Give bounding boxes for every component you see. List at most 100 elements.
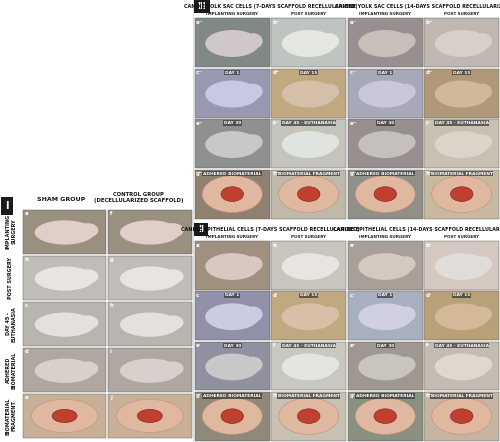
Bar (23, 210, 106, 254)
Text: DAY 15: DAY 15 (300, 293, 318, 297)
Ellipse shape (320, 357, 339, 372)
Ellipse shape (244, 33, 262, 49)
Ellipse shape (244, 84, 262, 99)
Text: DAY 45 -
EUTHANASIA: DAY 45 - EUTHANASIA (6, 306, 16, 342)
Ellipse shape (163, 362, 184, 376)
Text: IMPLANTING SURGERY: IMPLANTING SURGERY (359, 235, 411, 239)
Text: gᴵ: gᴵ (196, 393, 201, 398)
Text: fᴵ: fᴵ (273, 343, 276, 348)
Ellipse shape (163, 316, 184, 329)
Text: dᴵ: dᴵ (273, 293, 278, 298)
Text: DAY 30: DAY 30 (376, 121, 394, 125)
Text: c: c (24, 303, 28, 308)
Ellipse shape (116, 400, 183, 432)
Ellipse shape (206, 30, 259, 57)
Text: BIOMATERIAL
FRAGMENT: BIOMATERIAL FRAGMENT (6, 397, 16, 434)
Text: POST SURGERY: POST SURGERY (8, 257, 14, 299)
Bar (424, 342, 499, 390)
Ellipse shape (32, 400, 98, 432)
Ellipse shape (432, 176, 492, 213)
Text: POST SURGERY: POST SURGERY (444, 235, 480, 239)
Ellipse shape (282, 80, 336, 107)
Ellipse shape (435, 354, 489, 380)
Bar (271, 241, 346, 290)
Ellipse shape (397, 357, 415, 372)
Ellipse shape (221, 409, 244, 423)
Bar (348, 69, 423, 118)
Text: II: II (198, 225, 204, 234)
Ellipse shape (450, 187, 473, 202)
Bar (424, 170, 499, 219)
Ellipse shape (282, 253, 336, 280)
Text: ADHERED
BIOMATERIAL: ADHERED BIOMATERIAL (6, 351, 16, 389)
Bar (348, 392, 423, 441)
Ellipse shape (474, 33, 492, 49)
Text: bᴵᴵ: bᴵᴵ (426, 243, 432, 248)
Bar (194, 0, 210, 13)
Ellipse shape (432, 398, 492, 434)
Text: j: j (110, 396, 112, 400)
Text: SHAM GROUP: SHAM GROUP (38, 197, 86, 202)
Ellipse shape (397, 306, 415, 322)
Ellipse shape (320, 256, 339, 272)
Bar (271, 170, 346, 219)
Bar (23, 255, 106, 300)
Text: f: f (110, 211, 112, 216)
Ellipse shape (221, 187, 244, 202)
Text: e: e (24, 396, 28, 400)
Text: DAY 45 - EUTHANASIA: DAY 45 - EUTHANASIA (435, 343, 489, 347)
Bar (348, 291, 423, 340)
Bar (424, 18, 499, 67)
Bar (195, 170, 270, 219)
Text: I: I (5, 201, 9, 210)
Text: dᴵᴵ: dᴵᴵ (426, 293, 432, 298)
Ellipse shape (474, 134, 492, 150)
Ellipse shape (34, 267, 94, 291)
Bar (195, 342, 270, 390)
Ellipse shape (450, 409, 473, 423)
Text: hᴵᴵ: hᴵᴵ (426, 393, 432, 398)
Ellipse shape (320, 84, 339, 99)
Ellipse shape (120, 220, 180, 244)
Ellipse shape (206, 80, 259, 107)
Bar (1, 197, 13, 214)
Text: DAY 1: DAY 1 (225, 293, 240, 297)
Bar (424, 241, 499, 290)
Ellipse shape (282, 30, 336, 57)
Text: g: g (110, 257, 114, 262)
Text: DAY 1: DAY 1 (378, 293, 392, 297)
Text: ADHERED BIOMATERIAL: ADHERED BIOMATERIAL (203, 171, 262, 175)
Ellipse shape (120, 358, 180, 383)
Text: CANINE EPITHELIAL CELLS (14-DAYS SCAFFOLD RECELLULARIZED): CANINE EPITHELIAL CELLS (14-DAYS SCAFFOL… (332, 227, 500, 232)
Text: POST SURGERY: POST SURGERY (444, 12, 480, 16)
Text: aᴵᴵᴵ: aᴵᴵᴵ (196, 19, 203, 24)
Ellipse shape (279, 176, 339, 213)
Ellipse shape (435, 253, 489, 280)
Ellipse shape (206, 131, 259, 158)
Ellipse shape (397, 134, 415, 150)
Bar (348, 119, 423, 168)
Text: hᴵ: hᴵ (273, 393, 278, 398)
Ellipse shape (298, 187, 320, 202)
Text: fᴵᴵ: fᴵᴵ (426, 343, 430, 348)
Ellipse shape (435, 131, 489, 158)
Text: BIOMATERIAL FRAGMENT: BIOMATERIAL FRAGMENT (431, 171, 493, 175)
Ellipse shape (435, 303, 489, 330)
Text: DAY 45 - EUTHANASIA: DAY 45 - EUTHANASIA (435, 121, 489, 125)
Bar (108, 302, 192, 346)
Text: aᴵ: aᴵ (196, 243, 201, 248)
Bar (271, 342, 346, 390)
Ellipse shape (435, 80, 489, 107)
Ellipse shape (355, 398, 415, 434)
Ellipse shape (244, 306, 262, 322)
Bar (108, 210, 192, 254)
Bar (108, 348, 192, 392)
Text: ADHERED BIOMATERIAL: ADHERED BIOMATERIAL (203, 394, 262, 398)
Text: CANINE EPITHELIAL CELLS (7-DAYS SCAFFOLD RECELLULARIZED): CANINE EPITHELIAL CELLS (7-DAYS SCAFFOLD… (182, 227, 360, 232)
Text: DAY 45 - EUTHANASIA: DAY 45 - EUTHANASIA (282, 121, 336, 125)
Bar (271, 392, 346, 441)
Ellipse shape (244, 357, 262, 372)
Text: cᴵᵛ: cᴵᵛ (349, 70, 356, 75)
Bar (424, 69, 499, 118)
Bar (23, 302, 106, 346)
